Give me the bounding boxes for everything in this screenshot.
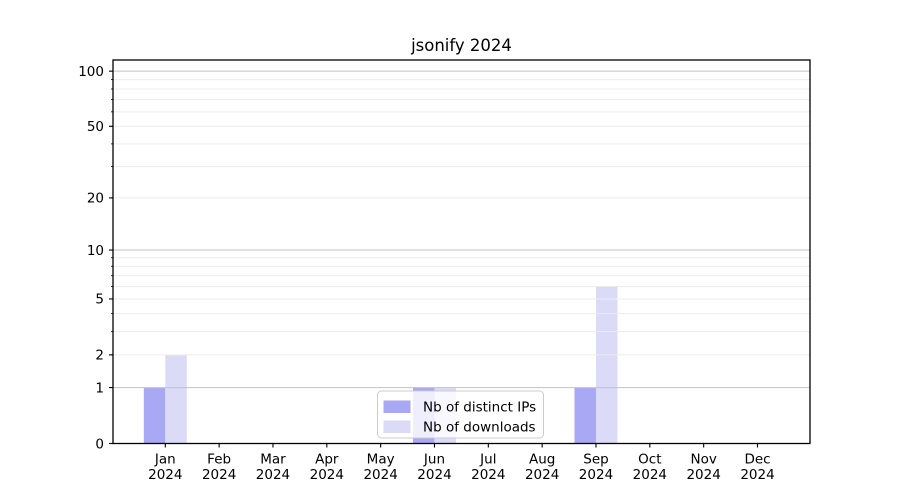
x-tick-label-dec-2024: Dec 2024 [740, 452, 774, 484]
y-tick-label: 10 [87, 243, 104, 259]
y-tick-label: 5 [95, 292, 104, 308]
y-tick-label: 2 [95, 348, 104, 364]
x-tick-label-mar-2024: Mar 2024 [256, 452, 290, 484]
bar-nb-of-distinct-ips-sep-2024 [574, 387, 596, 444]
x-tick-label-sep-2024: Sep 2024 [579, 452, 613, 484]
x-tick-label-jun-2024: Jun 2024 [417, 452, 451, 484]
x-tick-label-oct-2024: Oct 2024 [633, 452, 667, 484]
legend-swatch-nb-of-downloads [383, 420, 411, 433]
y-tick-label: 100 [78, 64, 104, 80]
y-tick-label: 50 [87, 119, 104, 135]
x-tick-label-jul-2024: Jul 2024 [471, 452, 505, 484]
x-tick-label-aug-2024: Aug 2024 [525, 452, 559, 484]
x-tick-label-jan-2024: Jan 2024 [148, 452, 182, 484]
legend-label-nb-of-distinct-ips: Nb of distinct IPs [423, 400, 536, 416]
x-tick-label-may-2024: May 2024 [363, 452, 397, 484]
bar-nb-of-downloads-jan-2024 [165, 354, 187, 444]
y-tick-label: 1 [95, 380, 104, 396]
x-tick-label-nov-2024: Nov 2024 [686, 452, 720, 484]
legend-label-nb-of-downloads: Nb of downloads [423, 420, 536, 436]
y-tick-label: 0 [95, 436, 104, 452]
bar-nb-of-distinct-ips-jan-2024 [143, 387, 166, 444]
chart-title: jsonify 2024 [411, 36, 512, 55]
legend-box [377, 390, 544, 439]
legend-swatch-nb-of-distinct-ips [383, 400, 411, 413]
bar-nb-of-downloads-sep-2024 [595, 286, 618, 444]
x-tick-label-feb-2024: Feb 2024 [202, 452, 236, 484]
y-tick-label: 20 [87, 191, 104, 207]
axes-frame [112, 59, 811, 445]
x-tick-label-apr-2024: Apr 2024 [310, 452, 344, 484]
